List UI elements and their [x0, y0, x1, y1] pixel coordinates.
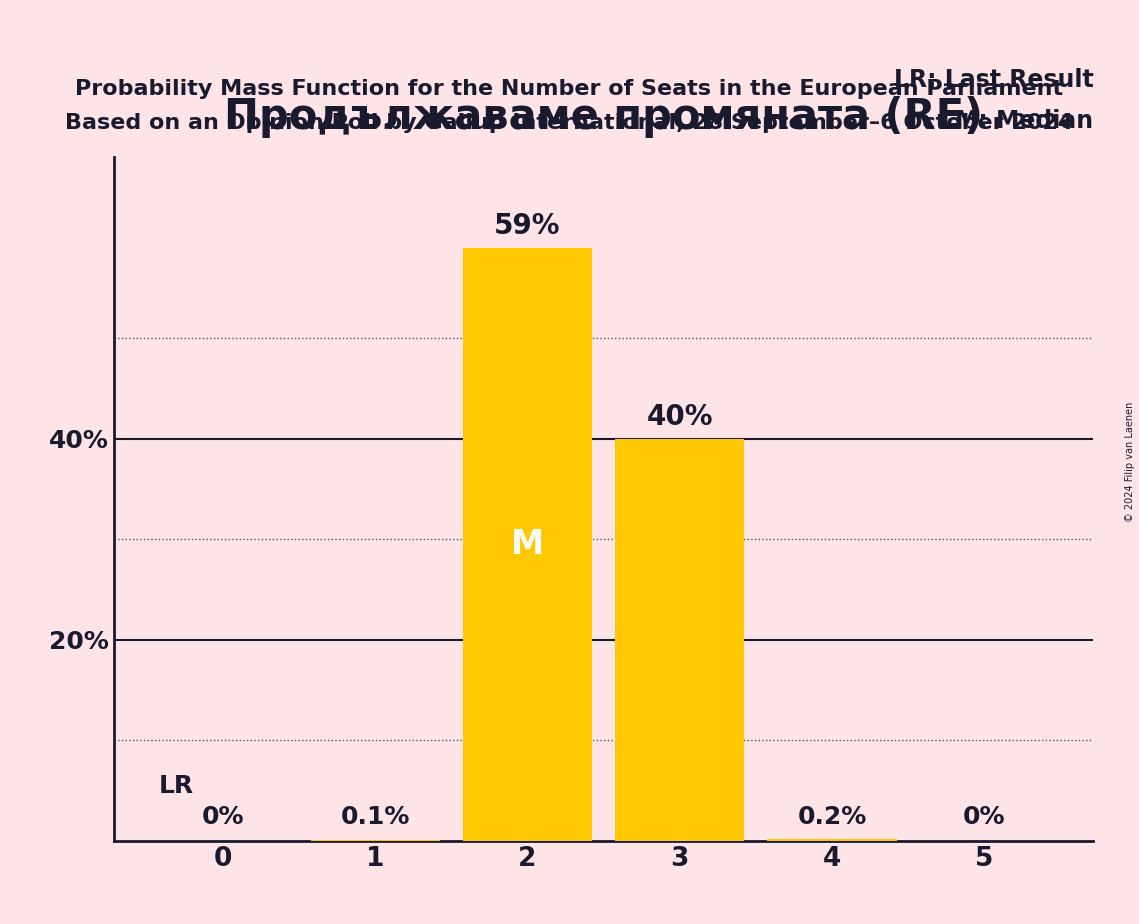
Bar — [615, 439, 745, 841]
Text: 0%: 0% — [962, 805, 1006, 829]
Text: Probability Mass Function for the Number of Seats in the European Parliament: Probability Mass Function for the Number… — [75, 79, 1064, 99]
Text: 40%: 40% — [647, 403, 713, 431]
Text: LR: Last Result: LR: Last Result — [894, 68, 1093, 92]
Text: 59%: 59% — [494, 212, 560, 239]
Text: 0.1%: 0.1% — [341, 805, 410, 829]
Text: M: M — [511, 528, 544, 561]
Bar — [311, 840, 440, 841]
Text: LR: LR — [159, 773, 195, 797]
Text: M: Median: M: Median — [956, 109, 1093, 133]
Bar — [768, 839, 896, 841]
Text: 0.2%: 0.2% — [797, 805, 867, 829]
Title: Продължаваме промяната (RE): Продължаваме промяната (RE) — [224, 96, 983, 139]
Bar — [462, 248, 592, 841]
Text: Based on an Opinion Poll by Gallup International, 28 September–6 October 2024: Based on an Opinion Poll by Gallup Inter… — [65, 113, 1074, 133]
Text: © 2024 Filip van Laenen: © 2024 Filip van Laenen — [1125, 402, 1134, 522]
Text: 0%: 0% — [202, 805, 245, 829]
